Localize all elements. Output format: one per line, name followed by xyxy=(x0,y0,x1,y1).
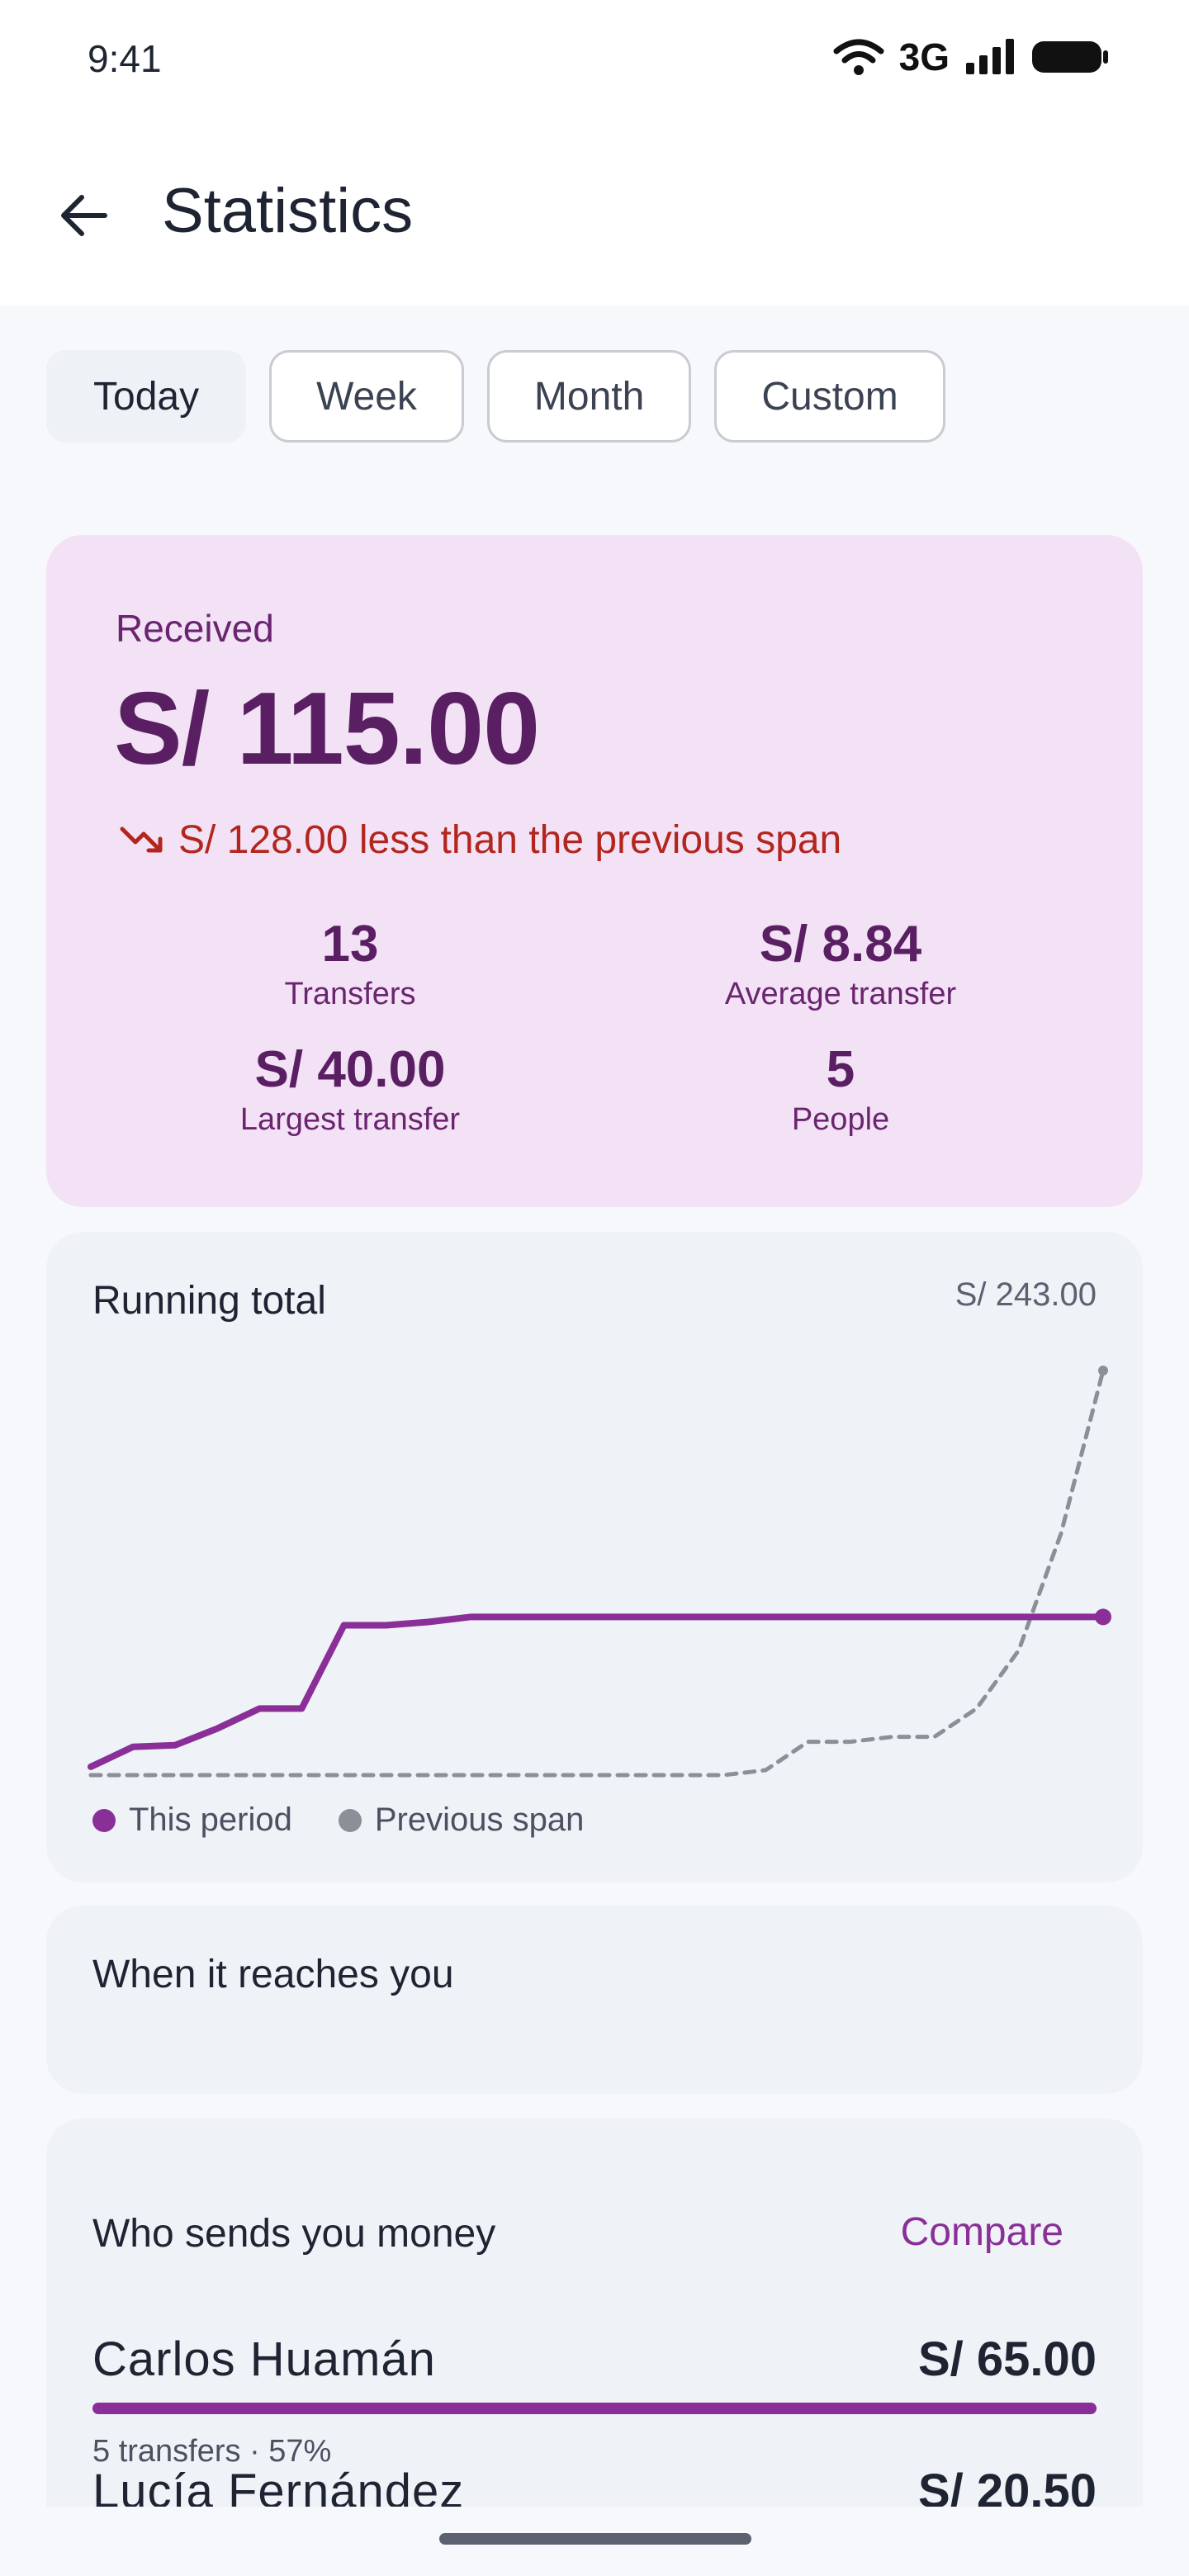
legend-label: This period xyxy=(129,1802,292,1838)
sender-row[interactable]: Carlos Huamán S/ 65.00 5 transfers · 57% xyxy=(92,2332,1097,2469)
filter-month-chip[interactable]: Month xyxy=(486,350,692,443)
stat-label: Average transfer xyxy=(724,977,957,1011)
received-amount: S/ 115.00 xyxy=(114,672,540,786)
filter-today-chip[interactable]: Today xyxy=(46,350,247,443)
trending-down-icon xyxy=(120,826,163,852)
senders-card: Who sends you money Compare Carlos Huamá… xyxy=(46,2119,1143,2507)
stat-value: 13 xyxy=(321,916,379,973)
legend-this-period: This period xyxy=(92,1802,292,1839)
stat-value: S/ 8.84 xyxy=(759,916,922,973)
received-summary-card: Received S/ 115.00 S/ 128.00 less than t… xyxy=(46,535,1143,1207)
sender-name: Lucía Fernández xyxy=(92,2465,465,2507)
status-icons: 3G xyxy=(833,35,1110,79)
status-bar: 9:41 3G xyxy=(0,0,1189,116)
battery-icon xyxy=(1032,41,1108,73)
network-type: 3G xyxy=(898,36,950,78)
back-button[interactable] xyxy=(46,178,121,253)
page-title: Statistics xyxy=(162,176,414,246)
stat-value: 5 xyxy=(826,1041,855,1098)
received-label: Received xyxy=(116,607,274,650)
stat-label: People xyxy=(791,1102,890,1137)
endpoint-this-period xyxy=(1095,1608,1111,1626)
compare-button[interactable]: Compare xyxy=(900,2210,1063,2254)
arrival-card[interactable]: When it reaches you xyxy=(46,1906,1143,2094)
legend-previous-span: Previous span xyxy=(338,1802,585,1839)
wifi-icon xyxy=(833,39,884,75)
running-total-chart xyxy=(88,1366,1111,1778)
sender-share-bar xyxy=(92,2403,1097,2414)
legend-label: Previous span xyxy=(374,1802,585,1838)
stat-people: 5 People xyxy=(626,1040,1055,1138)
delta-row: S/ 128.00 less than the previous span xyxy=(119,817,841,863)
arrow-left-icon xyxy=(61,195,107,236)
running-total-card: Running total S/ 243.00 This period Prev… xyxy=(46,1232,1143,1882)
sender-amount: S/ 20.50 xyxy=(917,2465,1097,2507)
filter-week-chip[interactable]: Week xyxy=(269,350,464,443)
stat-label: Transfers xyxy=(284,977,416,1011)
signal-icon xyxy=(966,39,1014,74)
chart-title: Running total xyxy=(92,1279,326,1323)
series-line-previous-span xyxy=(88,1368,1106,1778)
endpoint-previous-span xyxy=(1098,1366,1108,1376)
sender-row[interactable]: Lucía Fernández S/ 20.50 xyxy=(92,2464,1097,2507)
arrival-title: When it reaches you xyxy=(92,1953,454,1996)
app-bar: Statistics xyxy=(0,116,1189,305)
status-time: 9:41 xyxy=(88,37,162,80)
stat-transfers: 13 Transfers xyxy=(135,915,565,1012)
sender-name: Carlos Huamán xyxy=(92,2332,436,2386)
chart-max-label: S/ 243.00 xyxy=(955,1276,1097,1313)
stat-label: Largest transfer xyxy=(239,1102,461,1137)
sender-amount: S/ 65.00 xyxy=(917,2332,1097,2386)
delta-text: S/ 128.00 less than the previous span xyxy=(178,818,842,862)
legend-dot xyxy=(92,1808,116,1832)
stat-largest-transfer: S/ 40.00 Largest transfer xyxy=(135,1040,565,1138)
stat-value: S/ 40.00 xyxy=(254,1041,446,1098)
senders-title: Who sends you money xyxy=(92,2212,496,2256)
home-indicator[interactable] xyxy=(439,2533,751,2545)
sender-meta: 5 transfers · 57% xyxy=(92,2434,332,2469)
chart-legend: This period Previous span xyxy=(92,1802,584,1839)
legend-dot xyxy=(338,1808,362,1832)
period-filter: Today Week Month Custom xyxy=(46,350,945,443)
stat-average-transfer: S/ 8.84 Average transfer xyxy=(626,915,1055,1012)
filter-custom-chip[interactable]: Custom xyxy=(714,350,945,443)
series-line-this-period xyxy=(88,1613,1106,1770)
sender-share-fill xyxy=(92,2403,1097,2414)
